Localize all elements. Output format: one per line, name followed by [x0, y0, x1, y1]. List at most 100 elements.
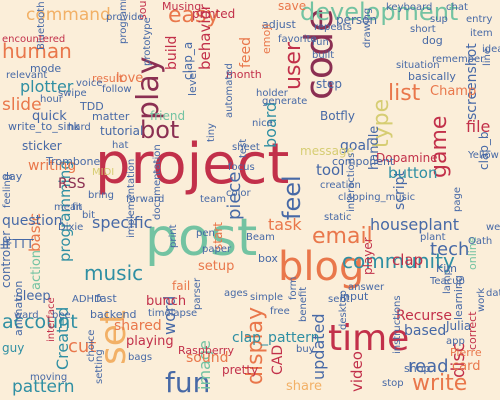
word-mean: mean: [54, 202, 82, 213]
word-community: community: [342, 249, 455, 273]
word-learning: learning: [452, 275, 465, 320]
word-hard: hard: [68, 122, 91, 133]
word-correct: correct: [466, 311, 479, 350]
word-day: day: [2, 170, 23, 183]
word-printed: printed: [192, 7, 235, 21]
word-botfly: Botfly: [320, 109, 355, 123]
word-list: list: [388, 81, 421, 106]
word-clap-pattern: clap_pattern: [232, 330, 320, 346]
word-tiny: tiny: [206, 123, 217, 142]
word-answer: answer: [348, 282, 385, 293]
word-write: write: [412, 371, 467, 396]
word-adhd: ADHD: [72, 294, 102, 305]
word-input: input: [340, 290, 369, 303]
word-built: built: [312, 50, 334, 61]
word-basic: basic: [26, 213, 44, 252]
word-button: button: [388, 164, 437, 182]
word-plant: plant: [420, 232, 446, 243]
word-mode: mode: [30, 62, 61, 75]
word-static: static: [324, 212, 351, 223]
word-julia: Julia: [445, 319, 471, 333]
word-word: word: [160, 296, 179, 335]
word-desktop: desktop: [338, 290, 349, 330]
word-ward: ward: [14, 310, 39, 321]
word-sent: sent: [328, 294, 350, 305]
word-blog: blog: [278, 244, 364, 290]
word-data: data: [486, 288, 500, 299]
word-provide: provide: [106, 12, 144, 23]
word-controller: controller: [0, 231, 13, 288]
word-emoji: emoji: [260, 24, 273, 54]
word-result: result: [92, 72, 124, 85]
word-color: color: [226, 188, 252, 199]
word-sound: sound: [186, 350, 229, 366]
word-easy: easy: [168, 3, 220, 28]
word-music: music: [84, 261, 143, 285]
word-page: page: [452, 187, 463, 212]
word-email: email: [312, 224, 373, 249]
word-bit: bit: [82, 210, 95, 221]
word-relevant: relevant: [6, 70, 47, 81]
word-feel: feel: [278, 175, 306, 220]
word-based: based: [404, 323, 446, 339]
word-clap-b: clap_b: [477, 131, 491, 170]
word-set: set: [93, 310, 134, 365]
word-file: file: [466, 117, 490, 136]
word-setting: setting: [94, 349, 105, 384]
word-human: human: [2, 39, 72, 63]
word-benefit: benefit: [298, 287, 309, 322]
word-dopamine: Dopamine: [376, 151, 438, 165]
word-development: development: [300, 0, 458, 26]
word-level: level: [186, 70, 199, 96]
word-lamp: lamp: [442, 269, 453, 294]
word-cad: CAD: [270, 345, 286, 375]
word-command: command: [26, 5, 111, 25]
word-bee: bee: [52, 310, 71, 321]
word-specific: specific: [92, 213, 152, 232]
word-chat: chat: [446, 2, 468, 13]
word-video: video: [348, 351, 366, 392]
word-bluetooth: Bluetooth: [36, 1, 47, 50]
word-interface: interface: [46, 297, 57, 342]
word-bunch: bunch: [146, 294, 186, 309]
word-piece: piece: [224, 172, 245, 220]
word-matter: matter: [92, 110, 130, 123]
word-remember: remember: [432, 54, 485, 65]
word-oath: Oath: [468, 236, 492, 247]
word-situation: situation: [396, 60, 440, 71]
word-entry: entry: [466, 14, 493, 25]
word-follow: follow: [102, 84, 132, 95]
word-bot: bot: [140, 116, 179, 144]
word-sticker: sticker: [22, 139, 62, 153]
word-team: team: [200, 194, 226, 205]
word-raspberry: Raspberry: [178, 344, 234, 357]
word-project: project: [95, 132, 289, 197]
word-account: account: [2, 311, 78, 333]
word-parser: parser: [192, 277, 203, 310]
word-disc: disc: [448, 342, 469, 378]
word-fast: fast: [96, 292, 117, 305]
word-instructions: instructions: [392, 295, 403, 354]
word-short: short: [410, 24, 436, 35]
word-feeling: feeling: [2, 174, 13, 208]
word-keyboard: keyboard: [386, 2, 432, 13]
word-automated: automated: [224, 63, 235, 118]
word-quick: quick: [32, 109, 67, 124]
word-programming: programming: [56, 160, 74, 262]
word-behavior: behavior: [196, 3, 214, 70]
word-ages: ages: [224, 288, 248, 299]
word-forward: forward: [126, 194, 164, 205]
word-bring: bring: [88, 190, 114, 201]
word-clapping-music: clapping_music: [338, 192, 415, 203]
word-read: read: [408, 356, 449, 377]
word-recurse: Recurse: [396, 308, 452, 324]
word-setup: setup: [198, 259, 234, 274]
word-stop: stop: [382, 378, 404, 389]
word-creation: creation: [320, 180, 361, 191]
word-champ: Champ: [430, 84, 476, 99]
word-action: action: [29, 250, 44, 290]
word-choice: choice: [86, 330, 97, 362]
word-voice: voice: [76, 78, 102, 89]
word-focus: focus: [228, 162, 255, 173]
